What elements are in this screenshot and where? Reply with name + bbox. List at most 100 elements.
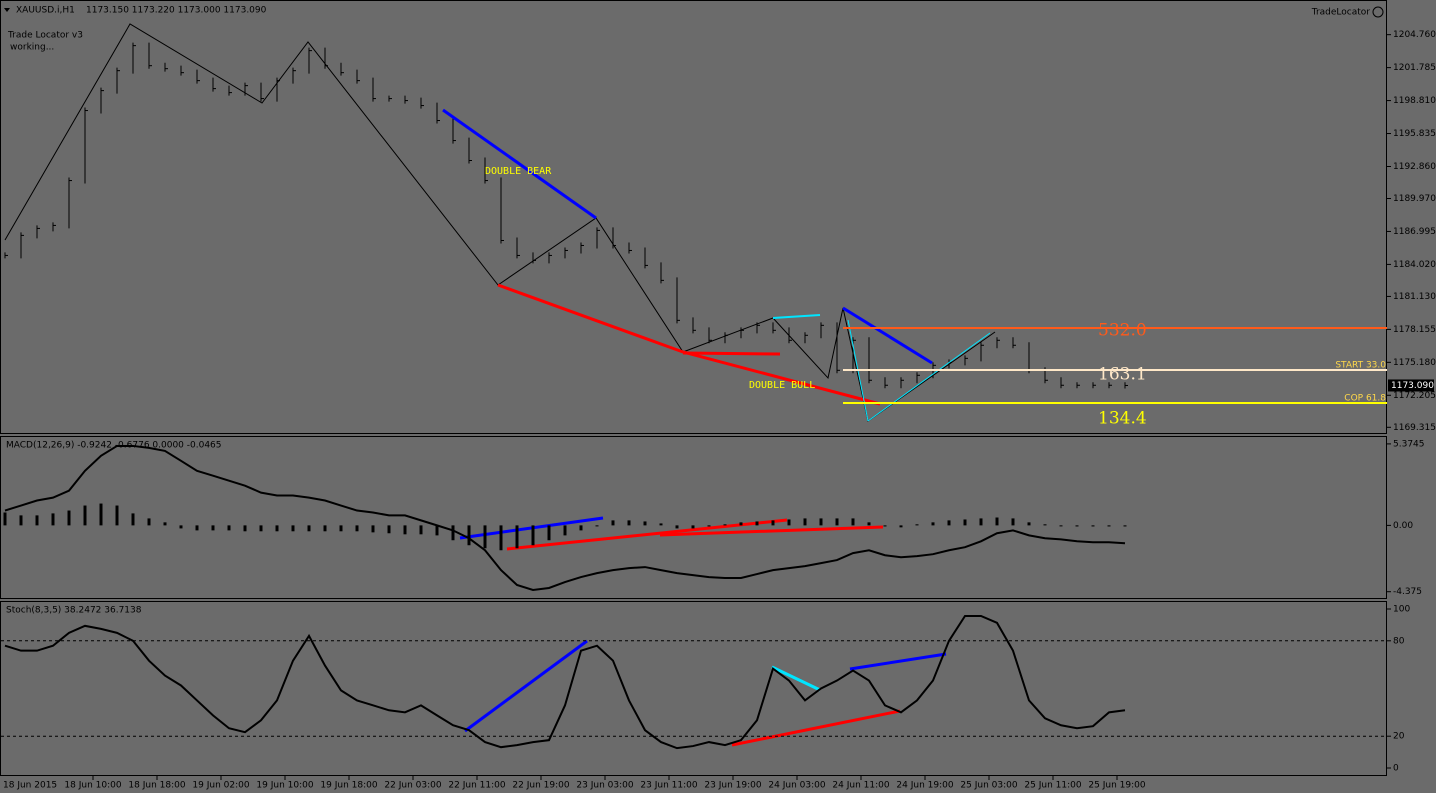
macd-histogram-bar [771,520,775,526]
pattern-label: DOUBLE BULL [749,380,815,391]
macd-line [4,444,1126,591]
y-tick-label: 1201.785 [1393,63,1436,73]
macd-histogram-bar [131,513,135,526]
macd-histogram-bar [515,525,519,549]
macd-histogram-bar [995,517,999,526]
macd-histogram-bar [947,520,951,526]
level-label: 532.0 [1098,321,1147,341]
macd-histogram-bar [83,505,87,526]
y-tick-label: 1169.315 [1393,423,1436,433]
macd-frame [0,436,1387,599]
y-tick-label: 1172.205 [1393,391,1436,401]
macd-histogram-bar [163,522,167,526]
macd-histogram-bar [467,525,471,546]
macd-histogram-bar [1091,525,1095,527]
x-tick-label: 19 Jun 18:00 [320,781,377,791]
macd-histogram-bar [963,519,967,526]
macd-histogram-bar [1027,522,1031,526]
macd-histogram-bar [99,503,103,526]
macd-histogram-bar [275,525,279,532]
divergence-line [771,665,821,692]
x-tick-label: 23 Jun 11:00 [640,781,697,791]
price-layer [4,42,1128,389]
macd-histogram-bar [931,522,935,526]
macd-histogram-bar [387,525,391,534]
symbol: XAUUSD.i,H1 [16,6,75,16]
macd-histogram-bar [915,524,919,526]
macd-histogram-bar [227,525,231,531]
menu-arrow[interactable] [4,8,10,12]
x-tick-label: 25 Jun 11:00 [1024,781,1081,791]
x-tick-label: 24 Jun 03:00 [768,781,825,791]
macd-histogram-bar [355,525,359,532]
macd-histogram-bar [243,525,247,532]
macd-histogram-bar [483,525,487,549]
macd-histogram-bar [883,525,887,527]
macd-histogram-bar [259,525,263,532]
brand-icon[interactable] [1372,6,1384,18]
macd-histogram-bar [435,525,439,536]
macd-histogram-bar [291,525,295,532]
macd-histogram-bar [675,525,679,529]
y-tick-label: 100 [1393,604,1410,614]
x-tick-label: 24 Jun 11:00 [832,781,889,791]
bull-line [682,351,781,356]
macd-histogram-bar [3,512,7,526]
bear-line [842,306,933,365]
y-tick-label: 1198.810 [1393,96,1436,106]
x-tick-label: 23 Jun 19:00 [704,781,761,791]
macd-histogram-bar [307,525,311,532]
macd-histogram-bar [643,521,647,526]
macd-histogram-bar [547,525,551,541]
macd-histogram-bar [1059,525,1063,527]
y-tick-label: 0.00 [1393,521,1413,531]
indicator-status: working... [10,43,54,53]
stoch-frame [0,601,1387,776]
macd-histogram-bar [707,525,711,527]
macd-histogram-bar [51,513,55,526]
macd-histogram-bar [723,524,727,526]
x-tick-label: 18 Jun 2015 [3,781,57,791]
start-label: START 33.0 [1335,361,1386,371]
macd-histogram-bar [371,525,375,533]
macd-histogram-bar [579,525,583,531]
macd-histogram-bar [611,520,615,526]
y-tick-label: 1175.180 [1393,358,1436,368]
macd-histogram-bar [195,525,199,531]
pattern-line [867,332,991,422]
macd-histogram-bar [1123,525,1127,527]
current-price-label: 1173.090 [1391,381,1434,391]
y-tick-label: -4.375 [1393,587,1422,597]
macd-histogram-bar [627,520,631,526]
y-tick-label: 1189.970 [1393,194,1436,204]
x-tick-label: 22 Jun 03:00 [384,781,441,791]
macd-histogram-bar [323,525,327,532]
macd-histogram-bar [67,510,71,526]
brand: TradeLocator [1311,8,1371,18]
y-tick-label: 1184.020 [1393,260,1436,270]
y-tick-label: 20 [1393,732,1405,742]
macd-histogram-bar [419,525,423,535]
zigzag [4,23,996,422]
macd-histogram-bar [339,525,343,532]
macd-histogram-bar [35,515,39,526]
x-tick-label: 25 Jun 03:00 [960,781,1017,791]
cop-label: COP 61.8 [1344,394,1386,404]
macd-histogram-bar [819,518,823,526]
macd-histogram-bar [1011,518,1015,526]
macd-histogram-bar [451,525,455,541]
macd-histogram-bar [19,515,23,526]
macd-histogram-bar [739,522,743,526]
macd-histogram-bar [531,525,535,546]
indicator-name: Trade Locator v3 [7,31,83,41]
y-tick-label: 5.3745 [1393,439,1425,449]
x-tick-label: 24 Jun 19:00 [896,781,953,791]
macd-histogram-bar [835,518,839,526]
macd-histogram-bar [595,525,599,527]
divergence-line [849,652,947,671]
current-price-box [1388,379,1434,392]
macd-histogram-bar [403,525,407,535]
x-tick-label: 19 Jun 02:00 [192,781,249,791]
